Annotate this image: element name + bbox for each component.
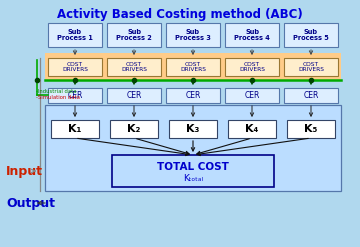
Text: COST
DRIVERS: COST DRIVERS	[121, 62, 147, 72]
Text: K₂: K₂	[127, 124, 141, 134]
Text: Kₜₒₜₐₗ: Kₜₒₜₐₗ	[183, 174, 203, 183]
Text: -Simulation data: -Simulation data	[36, 95, 80, 100]
Text: Sub
Process 2: Sub Process 2	[116, 28, 152, 41]
Bar	[48, 58, 102, 76]
Text: COST
DRIVERS: COST DRIVERS	[298, 62, 324, 72]
Bar	[225, 88, 279, 103]
Text: CER: CER	[303, 91, 319, 100]
Bar	[284, 58, 338, 76]
Bar	[107, 58, 161, 76]
Bar	[45, 105, 341, 191]
Bar	[225, 23, 279, 47]
Text: -Industrial data: -Industrial data	[36, 89, 76, 94]
Text: COST
DRIVERS: COST DRIVERS	[239, 62, 265, 72]
Bar	[166, 23, 220, 47]
Bar	[284, 23, 338, 47]
Bar	[48, 88, 102, 103]
Text: Sub
Process 3: Sub Process 3	[175, 28, 211, 41]
Bar	[228, 120, 276, 138]
Bar	[225, 58, 279, 76]
Bar	[45, 53, 341, 81]
Text: COST
DRIVERS: COST DRIVERS	[62, 62, 88, 72]
Text: K₁: K₁	[68, 124, 82, 134]
Text: Activity Based Costing method (ABC): Activity Based Costing method (ABC)	[57, 8, 303, 21]
Text: CER: CER	[67, 91, 83, 100]
Text: Sub
Process 4: Sub Process 4	[234, 28, 270, 41]
Text: TOTAL COST: TOTAL COST	[157, 162, 229, 172]
Text: K₃: K₃	[186, 124, 200, 134]
Bar	[287, 120, 335, 138]
Text: K₅: K₅	[304, 124, 318, 134]
Bar	[112, 155, 274, 187]
Bar	[166, 88, 220, 103]
Text: CER: CER	[126, 91, 142, 100]
Bar	[284, 88, 338, 103]
Bar	[107, 88, 161, 103]
Bar	[51, 120, 99, 138]
Text: Output: Output	[6, 197, 55, 209]
Bar	[107, 23, 161, 47]
Text: Input: Input	[6, 165, 43, 178]
Text: K₄: K₄	[245, 124, 259, 134]
Bar	[48, 23, 102, 47]
Text: Sub
Process 5: Sub Process 5	[293, 28, 329, 41]
Text: Sub
Process 1: Sub Process 1	[57, 28, 93, 41]
Text: COST
DRIVERS: COST DRIVERS	[180, 62, 206, 72]
Text: CER: CER	[185, 91, 201, 100]
Text: CER: CER	[244, 91, 260, 100]
Bar	[166, 58, 220, 76]
Bar	[110, 120, 158, 138]
Bar	[169, 120, 217, 138]
